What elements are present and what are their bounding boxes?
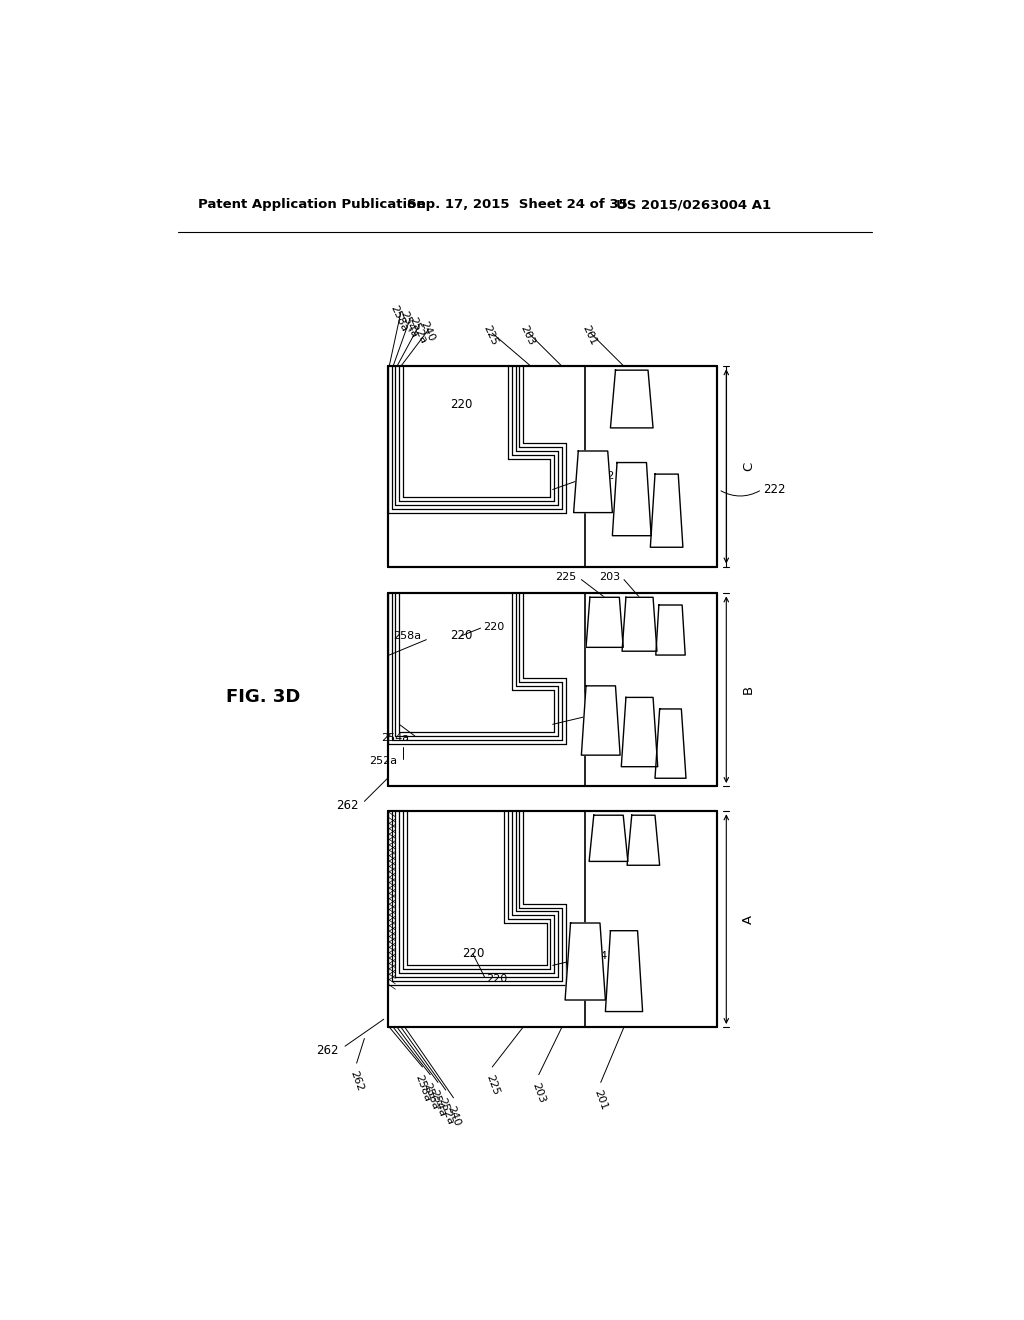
Text: B: B	[741, 685, 755, 694]
Text: US 2015/0263004 A1: US 2015/0263004 A1	[616, 198, 771, 211]
Text: FIG. 3D: FIG. 3D	[226, 689, 301, 706]
Polygon shape	[612, 462, 651, 536]
Text: 242: 242	[593, 471, 614, 480]
Text: 203: 203	[530, 1081, 547, 1104]
Text: 252a: 252a	[408, 315, 428, 346]
Polygon shape	[605, 931, 643, 1011]
Text: C: C	[741, 462, 755, 471]
Text: 220: 220	[483, 622, 504, 631]
Text: 201: 201	[593, 1089, 609, 1111]
Polygon shape	[610, 370, 653, 428]
Polygon shape	[573, 451, 612, 512]
Polygon shape	[655, 605, 685, 655]
Text: 220: 220	[451, 399, 472, 412]
Polygon shape	[582, 686, 621, 755]
Text: 262: 262	[348, 1069, 365, 1093]
Text: 225: 225	[555, 572, 575, 582]
Text: 242: 242	[593, 710, 614, 721]
Text: 256a: 256a	[421, 1081, 439, 1110]
Polygon shape	[650, 474, 683, 548]
Text: 201: 201	[581, 323, 598, 347]
Text: 240: 240	[445, 1104, 462, 1127]
Text: 242: 242	[593, 952, 614, 961]
Text: 254a: 254a	[428, 1089, 447, 1118]
Polygon shape	[589, 816, 628, 862]
Polygon shape	[627, 816, 659, 866]
Polygon shape	[586, 597, 624, 647]
Text: 258a: 258a	[413, 1073, 432, 1104]
Text: 258a': 258a'	[388, 304, 411, 335]
Text: 262: 262	[316, 1044, 339, 1056]
Text: 220: 220	[462, 948, 484, 961]
Text: Patent Application Publication: Patent Application Publication	[198, 198, 426, 211]
Text: 262: 262	[336, 799, 358, 812]
Text: 254a: 254a	[398, 309, 419, 339]
Text: Sep. 17, 2015  Sheet 24 of 35: Sep. 17, 2015 Sheet 24 of 35	[407, 198, 628, 211]
Text: 222: 222	[764, 483, 786, 496]
Polygon shape	[565, 923, 605, 1001]
Polygon shape	[655, 709, 686, 779]
Text: 203: 203	[599, 572, 621, 582]
Text: 220: 220	[486, 974, 507, 985]
Text: 225: 225	[481, 323, 500, 347]
Text: A: A	[741, 915, 755, 924]
Polygon shape	[622, 597, 657, 651]
Text: 252a: 252a	[436, 1096, 456, 1126]
Text: 225: 225	[484, 1073, 501, 1097]
Text: 220: 220	[451, 630, 472, 643]
Text: 252a: 252a	[370, 756, 397, 767]
Text: 254a: 254a	[381, 733, 410, 743]
Polygon shape	[622, 697, 657, 767]
Text: 258a: 258a	[393, 631, 421, 640]
Text: 240: 240	[418, 321, 436, 343]
Text: 203: 203	[518, 323, 537, 347]
